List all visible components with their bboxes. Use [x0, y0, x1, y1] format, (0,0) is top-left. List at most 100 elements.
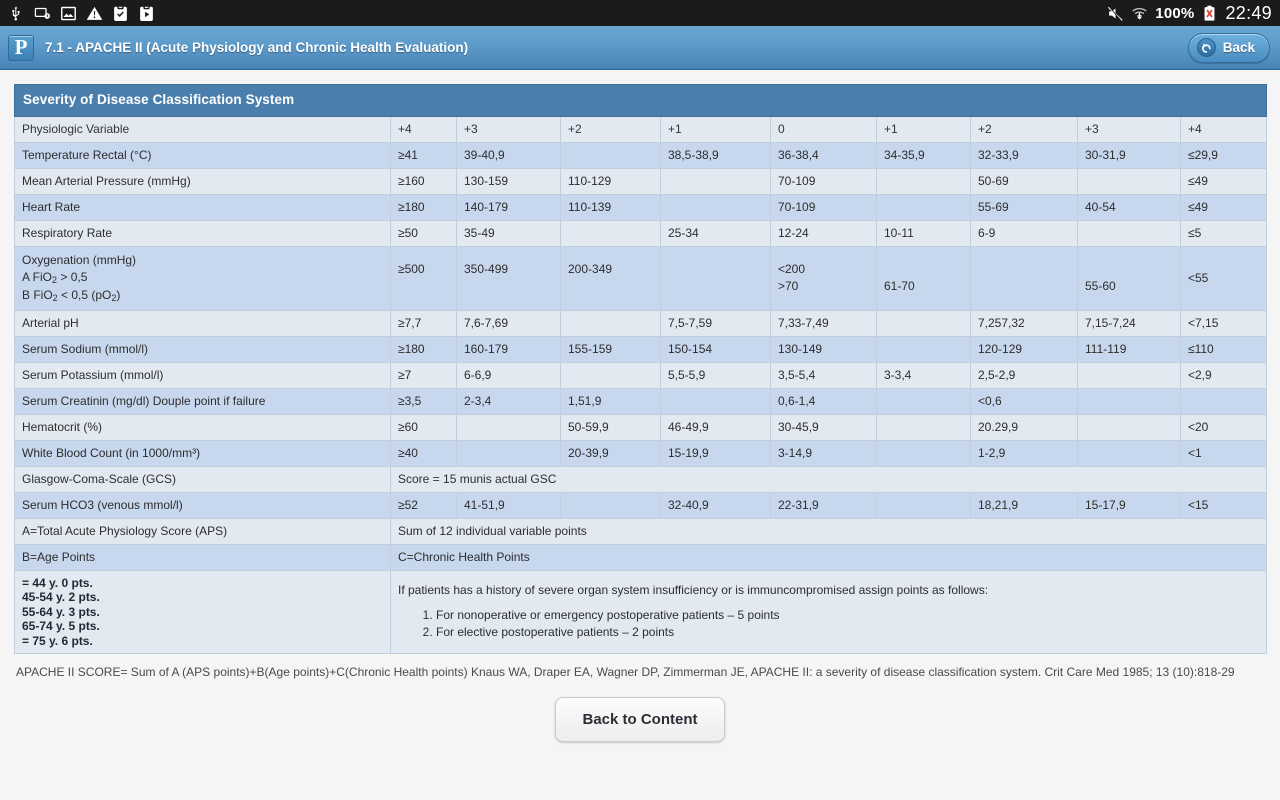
row-cell: <20: [1179, 413, 1268, 441]
row-label: A=Total Acute Physiology Score (APS): [14, 517, 391, 545]
row-cell: <200 >70: [770, 245, 877, 311]
oxygenation-line-2: A FiO2 > 0,5: [22, 269, 88, 285]
screen-timeout-icon: [34, 5, 51, 22]
row-cell: ≥52: [390, 491, 457, 519]
row-cell: 18,21,9: [970, 491, 1078, 519]
age-points-header: B=Age Points: [14, 543, 391, 571]
app-title-bar: P 7.1 - APACHE II (Acute Physiology and …: [0, 26, 1280, 70]
cell-bottom: [978, 280, 1070, 294]
row-cell: [876, 193, 971, 221]
row-cell: ≥40: [390, 439, 457, 467]
row-cell: 15-17,9: [1077, 491, 1181, 519]
table-row-points-body: = 44 y. 0 pts. 45-54 y. 2 pts. 55-64 y. …: [14, 569, 1268, 654]
row-cell: [1077, 167, 1181, 195]
chronic-intro-text: If patients has a history of severe orga…: [398, 582, 989, 597]
back-to-content-button[interactable]: Back to Content: [555, 696, 725, 742]
button-container: Back to Content: [14, 696, 1266, 742]
back-arrow-icon: [1196, 38, 1216, 57]
warning-icon: [86, 5, 103, 22]
age-points-line: 65-74 y. 5 pts.: [22, 619, 100, 634]
row-cell: [876, 491, 971, 519]
age-points-line: = 44 y. 0 pts.: [22, 575, 93, 590]
column-header-p2b: +2: [970, 115, 1078, 143]
back-button-label: Back: [1222, 40, 1255, 55]
row-cell: ≥3,5: [390, 387, 457, 415]
row-cell: 22-31,9: [770, 491, 877, 519]
table-row: White Blood Count (in 1000/mm³) ≥40 20-3…: [14, 439, 1268, 467]
row-label: Serum Potassium (mmol/l): [14, 361, 391, 389]
row-cell: [1077, 219, 1181, 247]
table-row: Arterial pH ≥7,7 7,6-7,69 7,5-7,59 7,33-…: [14, 309, 1268, 337]
row-cell: [660, 193, 771, 221]
row-cell: [876, 413, 971, 441]
volume-mute-icon: [1107, 5, 1124, 22]
table-row: Serum Creatinin (mg/dl) Douple point if …: [14, 387, 1268, 415]
row-cell: <1: [1179, 439, 1268, 467]
row-cell: ≥7,7: [390, 309, 457, 337]
column-header-p2a: +2: [560, 115, 661, 143]
age-points-line: = 75 y. 6 pts.: [22, 633, 93, 648]
row-cell: ≥180: [390, 193, 457, 221]
picture-icon: [60, 5, 77, 22]
cell-top: 200-349: [568, 262, 613, 277]
row-cell: <55: [1179, 245, 1268, 311]
content-area: Severity of Disease Classification Syste…: [0, 70, 1280, 800]
table-header-row: Physiologic Variable +4 +3 +2 +1 0 +1 +2…: [14, 115, 1268, 143]
cell-bottom: 55-60: [1085, 279, 1116, 294]
row-cell: 20-39,9: [560, 439, 661, 467]
back-button[interactable]: Back: [1187, 32, 1270, 63]
row-label: Serum Sodium (mmol/l): [14, 335, 391, 363]
footnote-citation: APACHE II SCORE= Sum of A (APS points)+B…: [16, 664, 1235, 679]
row-cell: ≤49: [1179, 167, 1268, 195]
row-cell: 12-24: [770, 219, 877, 247]
android-status-bar: 100% 22:49: [0, 0, 1280, 26]
row-cell: .: [970, 245, 1078, 311]
row-cell: ≥180: [390, 335, 457, 363]
chronic-point-item: For nonoperative or emergency postoperat…: [436, 607, 1259, 624]
row-cell: ≥160: [390, 167, 457, 195]
clipboard-play-icon: [138, 4, 155, 22]
row-cell: 7,33-7,49: [770, 309, 877, 337]
row-cell: ≤29,9: [1179, 141, 1268, 169]
row-cell: 130-149: [770, 335, 877, 363]
oxygenation-line-3: B FiO2 < 0,5 (pO2): [22, 287, 121, 303]
cell-top: <200: [778, 262, 806, 277]
status-system-icons: 100% 22:49: [1107, 3, 1272, 24]
row-cell: ≥50: [390, 219, 457, 247]
table-row: Respiratory Rate ≥50 35-49 25-34 12-24 1…: [14, 219, 1268, 247]
table-banner-label: Severity of Disease Classification Syste…: [13, 84, 1268, 117]
row-cell: ≥41: [390, 141, 457, 169]
table-row: Serum HCO3 (venous mmol/l) ≥52 41-51,9 3…: [14, 491, 1268, 519]
row-label: Glasgow-Coma-Scale (GCS): [14, 465, 391, 493]
row-cell: <7,15: [1179, 309, 1268, 337]
row-cell: 40-54: [1077, 193, 1181, 221]
column-header-p1b: +1: [876, 115, 971, 143]
usb-icon: [8, 5, 25, 22]
table-row: Hematocrit (%) ≥60 50-59,9 46-49,9 30-45…: [14, 413, 1268, 441]
row-span-value: Sum of 12 individual variable points: [389, 517, 1268, 545]
row-cell: 160-179: [456, 335, 561, 363]
row-cell: [560, 491, 661, 519]
column-header-p4a: +4: [390, 115, 457, 143]
row-cell: <15: [1179, 491, 1268, 519]
row-span-value: Score = 15 munis actual GSC: [389, 465, 1268, 493]
table-row: Serum Potassium (mmol/l) ≥7 6-6,9 5,5-5,…: [14, 361, 1268, 389]
row-cell: [660, 245, 771, 311]
row-cell: 200-349.: [560, 245, 661, 311]
row-cell: [1077, 387, 1181, 415]
row-cell: ≥500.: [390, 245, 457, 311]
row-cell: 2-3,4: [456, 387, 561, 415]
row-cell: 25-34: [660, 219, 771, 247]
row-cell: [876, 309, 971, 337]
status-notification-icons: [8, 4, 155, 22]
row-cell: 140-179: [456, 193, 561, 221]
row-cell: <2,9: [1179, 361, 1268, 389]
row-cell: 55-69: [970, 193, 1078, 221]
row-cell: 38,5-38,9: [660, 141, 771, 169]
column-header-p1a: +1: [660, 115, 771, 143]
row-cell: 3-3,4: [876, 361, 971, 389]
row-cell: ≥7: [390, 361, 457, 389]
battery-percent-label: 100%: [1155, 4, 1195, 22]
row-label: Heart Rate: [14, 193, 391, 221]
chronic-health-points-header: C=Chronic Health Points: [389, 543, 1268, 571]
